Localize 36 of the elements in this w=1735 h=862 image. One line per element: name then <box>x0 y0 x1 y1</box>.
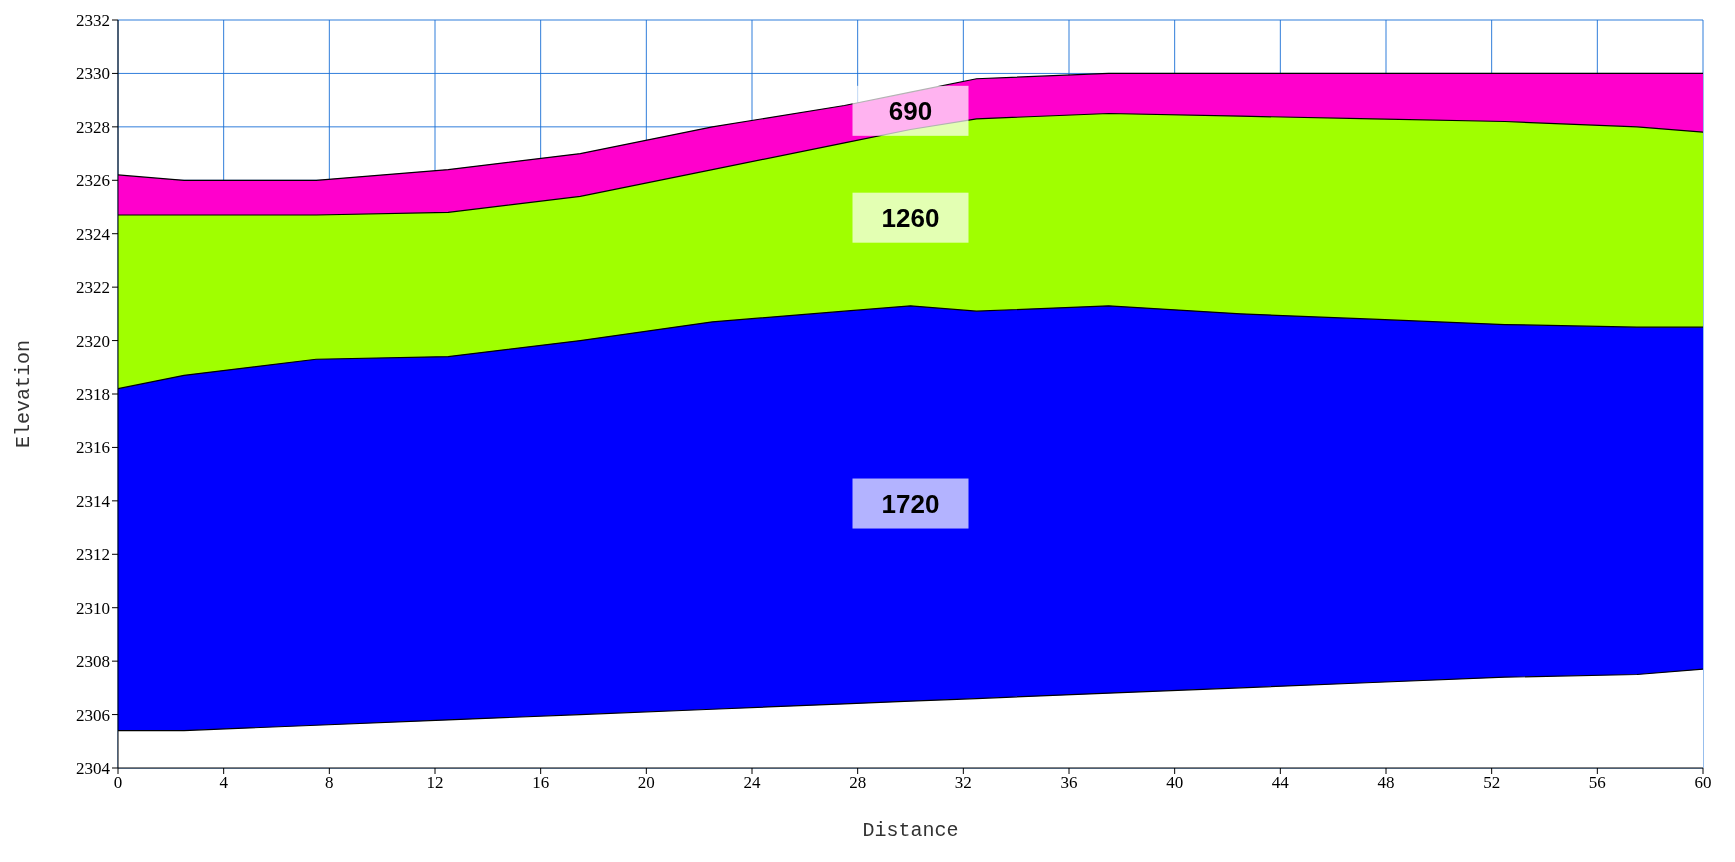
x-tick-label: 0 <box>113 773 123 793</box>
y-tick-label: 2322 <box>76 278 110 298</box>
x-tick-label: 8 <box>325 773 334 793</box>
x-tick-label: 32 <box>954 773 972 793</box>
y-tick-label: 2320 <box>76 331 110 351</box>
series-label: 1260 <box>881 202 940 233</box>
y-tick-label: 2306 <box>76 705 110 725</box>
x-tick-label: 20 <box>637 773 655 793</box>
y-tick-label: 2326 <box>76 171 110 191</box>
x-tick-label: 16 <box>532 773 550 793</box>
y-tick-label: 2310 <box>76 598 110 618</box>
y-tick-label: 2312 <box>76 545 110 565</box>
x-tick-label: 36 <box>1060 773 1078 793</box>
x-tick-label: 28 <box>849 773 867 793</box>
y-tick-label: 2332 <box>76 11 110 31</box>
x-tick-label: 12 <box>426 773 444 793</box>
series-label: 1720 <box>881 488 940 519</box>
x-tick-label: 56 <box>1588 773 1606 793</box>
x-tick-label: 40 <box>1166 773 1184 793</box>
x-tick-label: 4 <box>219 773 229 793</box>
y-tick-label: 2324 <box>76 224 111 244</box>
y-tick-label: 2304 <box>76 759 111 779</box>
x-axis-title: Distance <box>862 819 959 842</box>
y-tick-label: 2316 <box>76 438 110 458</box>
x-tick-label: 48 <box>1377 773 1395 793</box>
y-tick-label: 2318 <box>76 385 110 405</box>
x-tick-label: 60 <box>1694 773 1712 793</box>
series-label: 690 <box>888 95 933 126</box>
y-tick-label: 2328 <box>76 117 110 137</box>
y-tick-label: 2330 <box>76 64 110 84</box>
y-tick-label: 2308 <box>76 652 110 672</box>
x-tick-label: 24 <box>743 773 761 793</box>
y-axis-title: Elevation <box>12 339 36 449</box>
x-tick-label: 44 <box>1271 773 1290 793</box>
x-tick-label: 52 <box>1483 773 1501 793</box>
y-tick-label: 2314 <box>76 491 111 511</box>
